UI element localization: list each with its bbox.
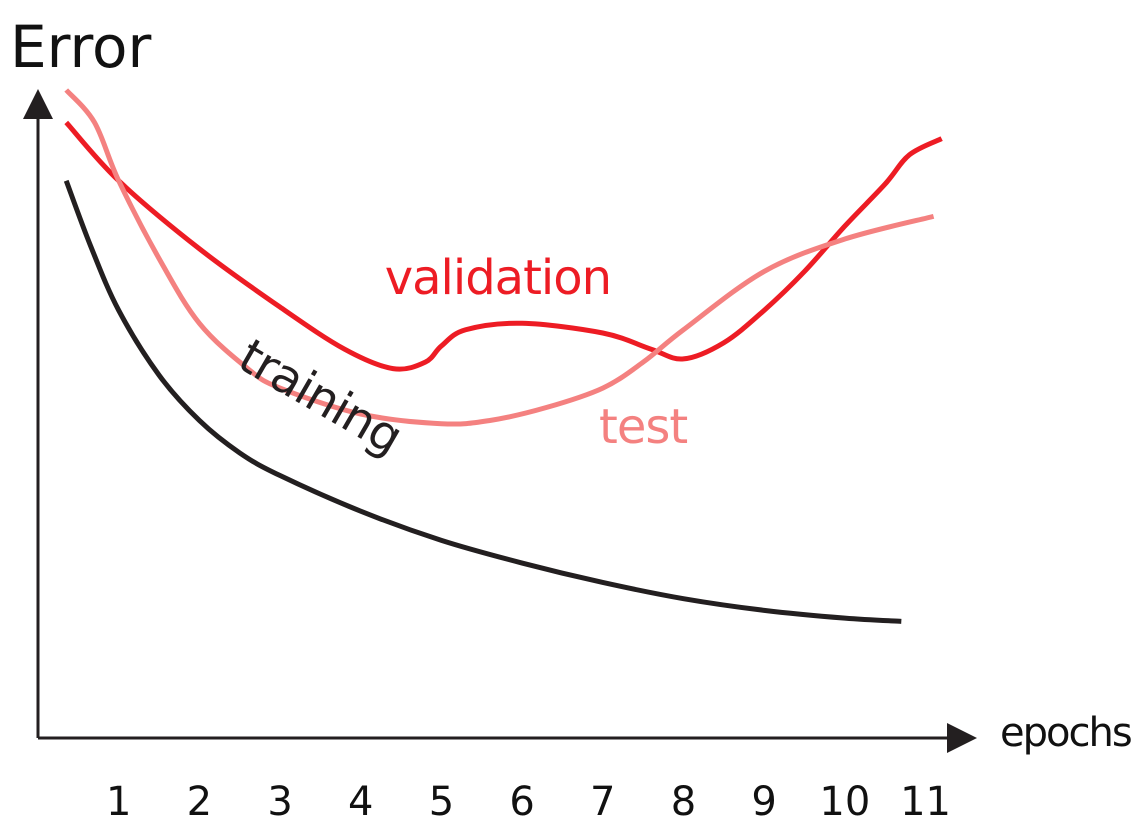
series-lines — [63, 88, 943, 624]
x-tick-label-2: 2 — [187, 779, 212, 825]
x-tick-label-9: 9 — [751, 779, 776, 825]
y-axis-title: Error — [10, 13, 152, 81]
series-labels: validation test training — [229, 250, 688, 466]
series-label-validation: validation — [385, 250, 611, 306]
x-tick-labels: 1 2 3 4 5 6 7 8 9 10 11 — [106, 779, 951, 825]
series-label-training: training — [229, 328, 411, 465]
x-tick-label-5: 5 — [429, 779, 454, 825]
series-line-test — [64, 88, 935, 427]
x-axis-title: epochs — [1000, 710, 1131, 756]
x-tick-label-1: 1 — [106, 779, 131, 825]
x-tick-label-11: 11 — [900, 779, 951, 825]
x-tick-label-4: 4 — [348, 779, 373, 825]
series-line-training — [63, 179, 902, 624]
series-line-validation — [64, 120, 943, 372]
x-tick-label-7: 7 — [590, 779, 615, 825]
x-tick-label-8: 8 — [671, 779, 696, 825]
axes — [23, 89, 977, 753]
x-tick-label-10: 10 — [819, 779, 870, 825]
series-label-test: test — [599, 399, 687, 455]
x-tick-label-3: 3 — [267, 779, 292, 825]
x-tick-label-6: 6 — [509, 779, 534, 825]
